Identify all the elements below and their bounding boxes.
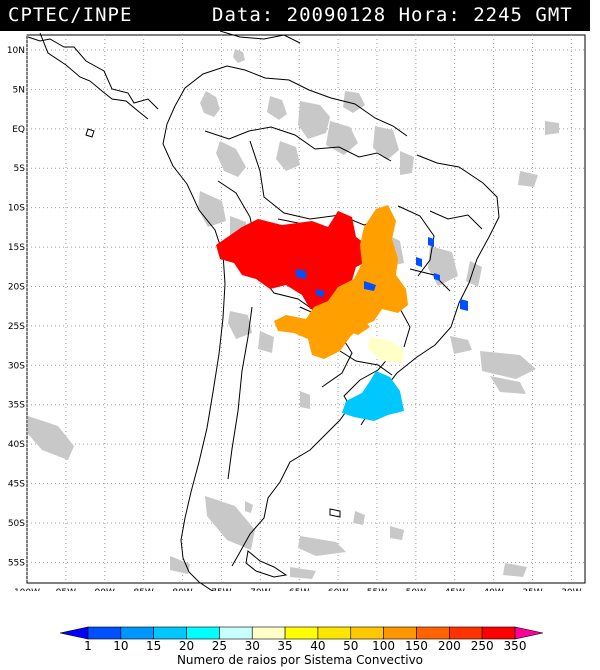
- lightning-legend: 1 10 15 20 25 30 35 40 50 100 150 200 250 350: [0, 622, 600, 670]
- legend-colorbar: 1 10 15 20 25 30 35 40 50 100 150 200 250 350: [59, 626, 544, 652]
- longitude-tick-label: 60W: [328, 588, 348, 591]
- legend-tick-label: 350: [504, 639, 527, 652]
- graticule: [26, 35, 585, 583]
- longitude-tick-label: 65W: [289, 588, 309, 591]
- organization-label: CPTEC/INPE: [8, 4, 133, 26]
- legend-tick-label: 35: [277, 639, 292, 652]
- map-canvas: 10N 5N EQ 5S 10S 15S 20S 25S 30S 35S 40S 45S 50S 55S 1…: [0, 31, 590, 591]
- map-frame: [26, 34, 586, 584]
- latitude-tick-label: 45S: [8, 480, 25, 490]
- legend-tick-label: 250: [471, 639, 494, 652]
- date-time-label: Data: 20090128 Hora: 2245 GMT: [212, 4, 573, 26]
- longitude-tick-label: 35W: [522, 588, 542, 591]
- legend-tick-label: 100: [372, 639, 395, 652]
- longitude-tick-label: 80W: [172, 588, 192, 591]
- latitude-tick-label: 40S: [8, 440, 25, 450]
- latitude-tick-label: 5N: [13, 85, 25, 95]
- longitude-tick-label: 30W: [561, 588, 581, 591]
- legend-arrow-low: [59, 626, 89, 640]
- longitude-tick-label: 90W: [95, 588, 115, 591]
- legend-swatch: [120, 626, 154, 640]
- longitude-tick-label: 85W: [133, 588, 153, 591]
- legend-tick-label: 25: [212, 639, 227, 652]
- convective-systems: [216, 205, 468, 421]
- legend-swatch: [317, 626, 352, 640]
- longitude-tick-label: 45W: [445, 588, 465, 591]
- legend-swatch: [153, 626, 187, 640]
- legend-arrow-high: [514, 626, 544, 640]
- lightning-map: 10N 5N EQ 5S 10S 15S 20S 25S 30S 35S 40S 45S 50S 55S 1…: [0, 31, 590, 591]
- legend-swatch: [416, 626, 450, 640]
- legend-tick-label: 30: [245, 639, 260, 652]
- latitude-tick-label: 50S: [8, 519, 25, 529]
- latitude-tick-label: EQ: [12, 125, 25, 135]
- latitude-tick-label: 55S: [8, 558, 25, 568]
- legend-tick-label: 200: [438, 639, 461, 652]
- legend-swatch: [383, 626, 417, 640]
- longitude-tick-label: 100W: [14, 588, 40, 591]
- legend-swatch: [87, 626, 122, 640]
- legend-swatch: [449, 626, 483, 640]
- latitude-tick-label: 10N: [7, 46, 25, 56]
- legend-swatch: [284, 626, 319, 640]
- legend-tick-label: 50: [343, 639, 358, 652]
- legend-swatch: [481, 626, 516, 640]
- legend-tick-label: 40: [310, 639, 325, 652]
- longitude-tick-label: 95W: [56, 588, 76, 591]
- latitude-tick-label: 20S: [8, 282, 25, 292]
- legend-swatch: [251, 626, 286, 640]
- longitude-tick-label: 50W: [406, 588, 426, 591]
- latitude-tick-label: 35S: [8, 401, 25, 411]
- legend-title: Numero de raios por Sistema Convectivo: [176, 653, 424, 667]
- latitude-tick-label: 10S: [8, 204, 25, 214]
- legend-tick-label: 10: [113, 639, 128, 652]
- latitude-tick-label: 5S: [14, 164, 26, 174]
- legend-swatch: [350, 626, 384, 640]
- map-header: CPTEC/INPE Data: 20090128 Hora: 2245 GMT: [0, 0, 590, 31]
- coastlines-borders: [27, 31, 500, 591]
- legend-tick-label: 15: [146, 639, 161, 652]
- legend-tick-label: 150: [405, 639, 428, 652]
- longitude-tick-label: 70W: [250, 588, 270, 591]
- longitude-tick-label: 75W: [211, 588, 231, 591]
- longitude-tick-label: 55W: [367, 588, 387, 591]
- legend-tick-label: 1: [84, 639, 92, 652]
- latitude-tick-label: 15S: [8, 243, 25, 253]
- legend-tick-label: 20: [179, 639, 194, 652]
- legend-swatch: [219, 626, 253, 640]
- latitude-tick-label: 30S: [8, 361, 25, 371]
- longitude-tick-label: 40W: [483, 588, 503, 591]
- latitude-tick-label: 25S: [8, 322, 25, 332]
- legend-swatch: [186, 626, 220, 640]
